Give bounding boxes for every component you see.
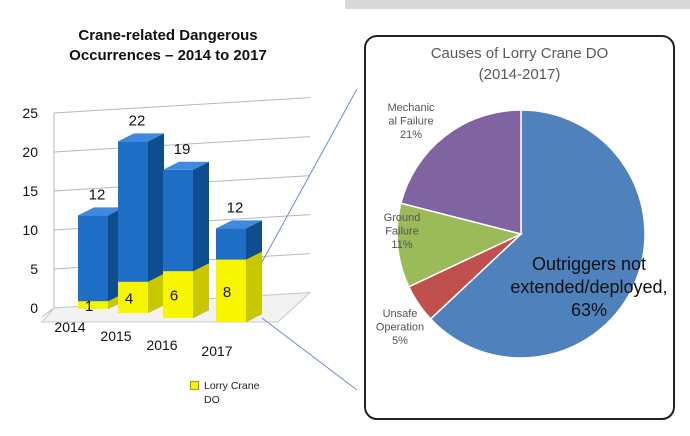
legend-label-line-1: Lorry Crane	[204, 380, 260, 392]
bar-lorry-side	[246, 251, 262, 322]
bar-total-value-label: 22	[129, 112, 146, 129]
pie-label-mechanical-failure: al Failure	[388, 116, 433, 128]
connector-line-bottom	[261, 317, 358, 391]
x-tick-label: 2016	[146, 337, 177, 353]
pie-title-line-1: Causes of Lorry Crane DO	[430, 45, 609, 62]
pie-slice-outriggers	[429, 109, 646, 359]
bar-total	[78, 215, 108, 309]
pie-chart-title: Causes of Lorry Crane DO (2014-2017)	[364, 43, 675, 85]
pie-label-mechanical-failure: Mechanic	[387, 102, 435, 114]
pie-label-outriggers: Outriggers not	[532, 254, 646, 274]
legend-swatch-lorry-crane	[190, 381, 199, 390]
floor-edge-left	[41, 307, 55, 318]
y-tick-label: 10	[22, 222, 38, 238]
bar-title-line-1: Crane-related Dangerous	[78, 27, 258, 44]
pie-label-ground-failure: 11%	[391, 239, 412, 251]
bar-total-value-label: 19	[174, 141, 191, 158]
bar-lorry	[163, 271, 193, 318]
x-tick-label: 2017	[201, 343, 232, 359]
y-tick-label: 5	[30, 261, 38, 277]
top-divider	[345, 0, 690, 9]
bar-total-value-label: 12	[89, 186, 106, 203]
bar-lorry	[78, 301, 108, 309]
bar-total-value-label: 12	[227, 199, 244, 216]
pie-label-unsafe-operation: 5%	[392, 335, 408, 347]
pie-label-mechanical-failure: 21%	[400, 129, 422, 141]
bar-total-top	[78, 207, 124, 216]
bar-lorry-value-label: 8	[223, 284, 231, 301]
bar-total-top	[163, 161, 209, 170]
bar-total-top	[118, 133, 164, 142]
pie-label-ground-failure: Failure	[385, 226, 419, 238]
bar-total-side	[148, 133, 164, 313]
connector-line-top	[261, 88, 358, 263]
bar-lorry	[118, 281, 148, 313]
y-tick-label: 25	[22, 105, 38, 121]
pie-label-unsafe-operation: Unsafe	[383, 308, 418, 320]
x-tick-label: 2015	[100, 328, 131, 344]
legend-label: Lorry Crane DO	[204, 379, 274, 407]
x-tick-label: 2014	[54, 319, 85, 335]
bar-lorry-value-label: 4	[125, 290, 133, 307]
bar-lorry-side	[193, 263, 209, 318]
bar-lorry	[216, 259, 246, 322]
pie-slice-ground-failure	[396, 202, 524, 288]
pie-slice-mechanical-failure	[399, 109, 522, 235]
pie-label-ground-failure: Ground	[384, 212, 421, 224]
bar-lorry-value-label: 1	[85, 298, 93, 315]
pie-label-outriggers: extended/deployed,	[510, 277, 667, 297]
legend-label-line-2: DO	[204, 394, 220, 406]
gridline	[53, 136, 311, 153]
bar-lorry-side	[148, 273, 164, 313]
y-tick-label: 15	[22, 183, 38, 199]
bar-chart-title: Crane-related Dangerous Occurrences – 20…	[18, 26, 318, 66]
bar-title-line-2: Occurrences – 2014 to 2017	[69, 47, 267, 64]
pie-label-unsafe-operation: Operation	[376, 322, 424, 334]
y-tick-label: 20	[22, 144, 38, 160]
bar-lorry-value-label: 6	[170, 288, 178, 305]
pie-chart-frame	[364, 35, 675, 420]
y-tick-label: 0	[30, 300, 38, 316]
bar-total-top	[216, 220, 262, 229]
pie-title-line-2: (2014-2017)	[478, 66, 561, 83]
pie-label-outriggers: 63%	[571, 300, 607, 320]
gridline	[53, 97, 311, 114]
